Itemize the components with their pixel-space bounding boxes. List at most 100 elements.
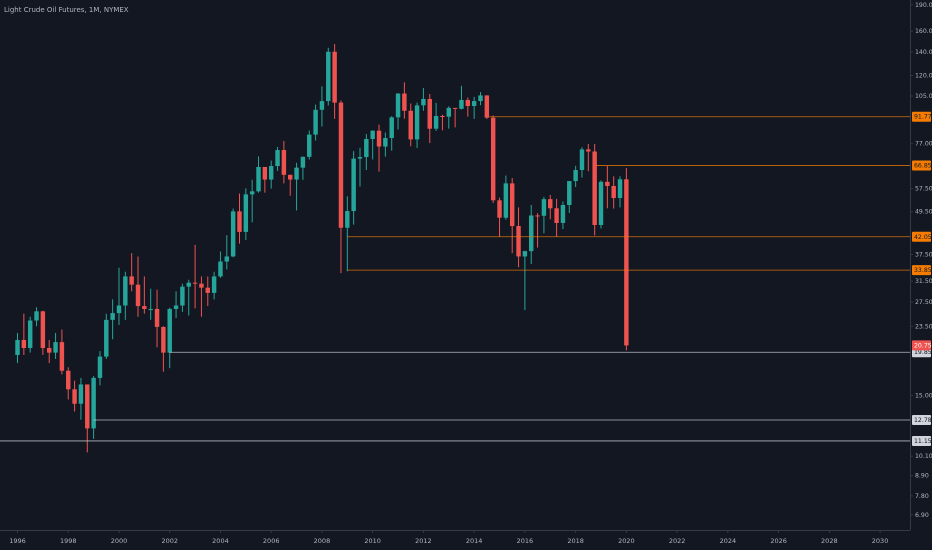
candle-body — [53, 342, 58, 353]
candle-body — [249, 191, 255, 195]
candle-body — [364, 138, 369, 158]
candle-body — [509, 183, 515, 227]
y-tick-label: 31.50 — [915, 278, 932, 285]
candle-body — [180, 286, 185, 306]
level-label: 66.85 — [914, 162, 932, 169]
candle-body — [313, 109, 318, 135]
candle-body — [490, 117, 496, 201]
candle-body — [224, 256, 230, 262]
candle-body — [199, 283, 204, 288]
level-label: 33.85 — [914, 267, 932, 274]
x-tick-label: 2004 — [212, 537, 229, 545]
x-tick-label: 2002 — [161, 537, 178, 545]
candle-body — [548, 199, 553, 209]
candle-body — [66, 370, 71, 390]
level-label: 19.85 — [914, 349, 932, 356]
candle-body — [427, 98, 432, 129]
candle-body — [307, 134, 312, 157]
candle-body — [34, 311, 39, 321]
x-tick-label: 2024 — [720, 537, 737, 545]
candle-body — [129, 276, 134, 285]
candle-body — [503, 183, 509, 218]
last-price-box — [912, 340, 931, 351]
x-tick-label: 2030 — [872, 537, 889, 545]
candle-body — [135, 284, 141, 307]
level-label-box — [912, 111, 931, 122]
candle-body — [237, 211, 242, 232]
candle-body — [459, 100, 464, 109]
x-tick-label: 1998 — [60, 537, 77, 545]
candle-body — [110, 313, 115, 320]
candle-body — [484, 95, 490, 118]
y-tick-label: 160.00 — [915, 28, 932, 35]
candle-body — [268, 166, 274, 180]
y-tick-label: 49.50 — [915, 209, 932, 216]
x-tick-label: 2012 — [415, 537, 432, 545]
candle-body — [579, 149, 585, 171]
candle-body — [332, 51, 337, 103]
candle-body — [294, 167, 299, 180]
candle-body — [478, 95, 483, 102]
candle-body — [522, 251, 528, 257]
x-tick-label: 1996 — [9, 537, 26, 545]
candle-body — [573, 170, 578, 182]
candle-body — [46, 348, 52, 353]
y-tick-label: 105.00 — [915, 93, 932, 100]
candle-body — [586, 149, 591, 152]
candle-body — [402, 93, 407, 111]
x-tick-label: 2000 — [111, 537, 128, 545]
candle-body — [288, 174, 293, 180]
chart-title: Light Crude Oil Futures, 1M, NYMEX — [4, 6, 129, 14]
candle-body — [205, 287, 210, 293]
y-tick-label: 57.50 — [915, 186, 932, 193]
x-tick-label: 2018 — [567, 537, 584, 545]
x-tick-label: 2028 — [821, 537, 838, 545]
candle-body — [535, 215, 540, 217]
candle-body — [605, 181, 610, 186]
candle-body — [142, 306, 147, 309]
candle-body — [123, 276, 128, 306]
x-tick-label: 2022 — [669, 537, 686, 545]
x-tick-label: 2026 — [770, 537, 787, 545]
candle-body — [230, 211, 236, 257]
y-tick-label: 15.00 — [915, 392, 932, 399]
candle-body — [529, 215, 534, 252]
candle-body — [554, 208, 559, 223]
y-tick-label: 10.10 — [915, 453, 932, 460]
candle-body — [446, 107, 452, 117]
candle-body — [97, 356, 103, 378]
candle-body — [167, 308, 172, 353]
candle-body — [395, 93, 401, 118]
candle-body — [116, 305, 122, 314]
candle-body — [383, 138, 388, 147]
candle-body — [72, 389, 77, 404]
candle-body — [148, 308, 153, 310]
candle-body — [471, 101, 477, 106]
last-price-label: 20.75 — [914, 342, 932, 349]
candle-body — [85, 384, 90, 429]
y-tick-label: 120.00 — [915, 72, 932, 79]
candle-body — [218, 261, 223, 277]
candle-body — [27, 320, 33, 349]
y-tick-label: 27.50 — [915, 299, 932, 306]
candle-body — [452, 107, 458, 109]
candle-body — [256, 166, 261, 192]
y-tick-label: 7.80 — [915, 493, 929, 500]
candle-body — [173, 305, 179, 309]
level-label: 12.78 — [914, 417, 932, 424]
level-label-box — [912, 265, 931, 276]
y-tick-label: 140.00 — [915, 49, 932, 56]
level-label: 42.05 — [914, 234, 932, 241]
candle-body — [104, 319, 109, 357]
candle-body — [357, 157, 363, 159]
candle-body — [567, 181, 572, 205]
level-label: 91.77 — [914, 114, 932, 121]
candle-body — [617, 179, 623, 199]
x-tick-label: 2006 — [263, 537, 280, 545]
candle-body — [161, 326, 166, 353]
candle-body — [21, 339, 27, 349]
candle-body — [243, 194, 249, 232]
candle-body — [440, 116, 445, 118]
